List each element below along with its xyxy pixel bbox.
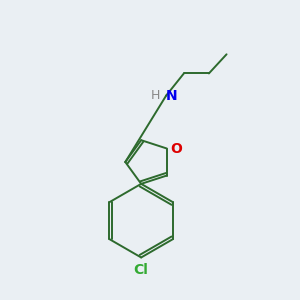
- Text: Cl: Cl: [134, 263, 148, 277]
- Text: H: H: [150, 89, 160, 102]
- Text: O: O: [170, 142, 182, 155]
- Text: N: N: [166, 88, 178, 103]
